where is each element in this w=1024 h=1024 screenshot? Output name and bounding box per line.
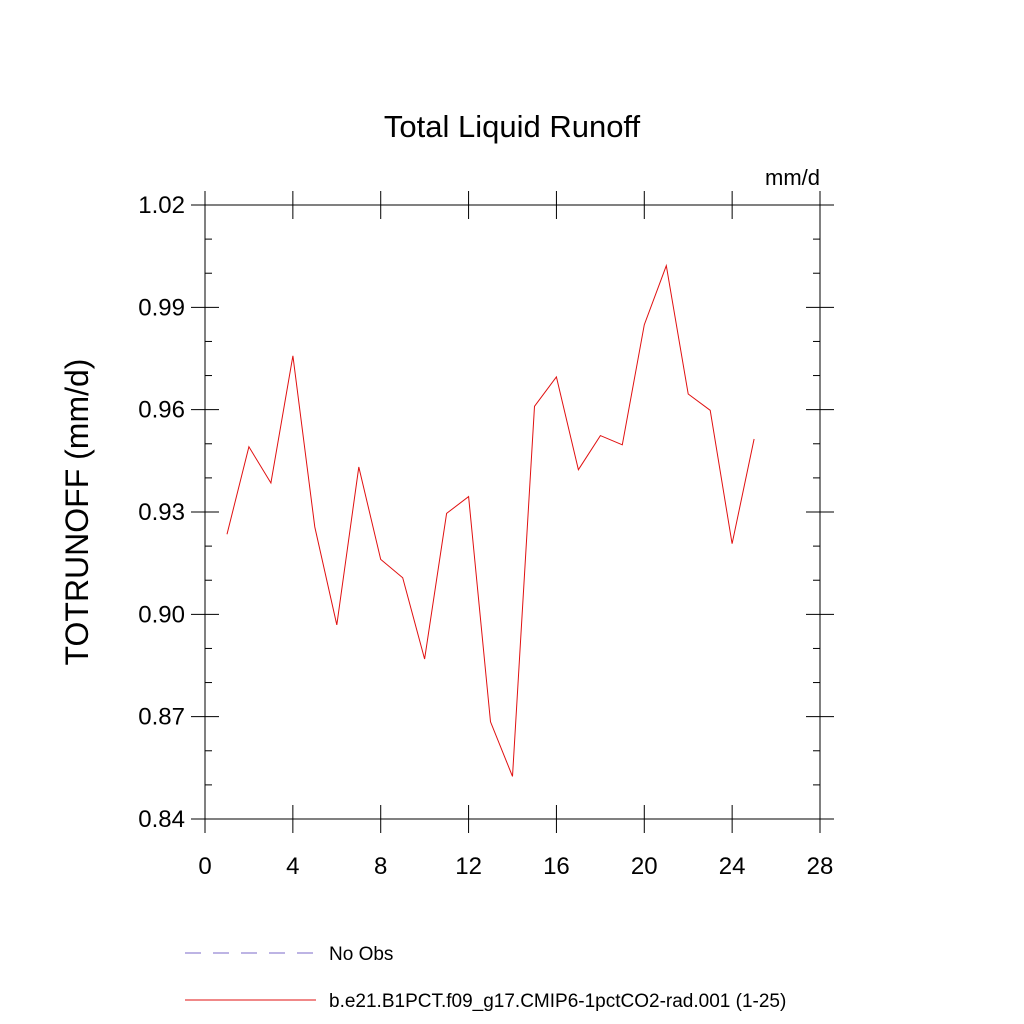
x-tick-labels: 0 4 8 12 16 20 24 28 <box>198 853 833 880</box>
y-axis-label: TOTRUNOFF (mm/d) <box>59 359 95 666</box>
plot-frame <box>204 204 821 820</box>
x-tick-label: 12 <box>455 853 482 880</box>
axis-ticks <box>191 191 834 833</box>
legend: No Obs b.e21.B1PCT.f09_g17.CMIP6-1pctCO2-… <box>185 944 786 1012</box>
y-tick-label: 0.84 <box>138 806 185 833</box>
x-tick-label: 16 <box>543 853 570 880</box>
y-tick-label: 0.90 <box>138 601 185 628</box>
y-tick-label: 0.87 <box>138 704 185 731</box>
y-tick-labels: 0.84 0.87 0.90 0.93 0.96 0.99 1.02 <box>138 192 185 833</box>
x-tick-label: 24 <box>719 853 746 880</box>
y-tick-label: 0.99 <box>138 294 185 321</box>
x-tick-label: 20 <box>631 853 658 880</box>
legend-entry: b.e21.B1PCT.f09_g17.CMIP6-1pctCO2-rad.00… <box>329 991 786 1012</box>
series-line <box>226 263 755 777</box>
units-label: mm/d <box>765 165 820 190</box>
legend-entry: No Obs <box>329 944 393 965</box>
data-series <box>226 263 755 777</box>
y-tick-label: 0.93 <box>138 499 185 526</box>
chart-title: Total Liquid Runoff <box>384 109 641 144</box>
x-tick-label: 0 <box>198 853 211 880</box>
y-tick-label: 0.96 <box>138 397 185 424</box>
x-tick-label: 8 <box>374 853 387 880</box>
y-tick-label: 1.02 <box>138 192 185 219</box>
x-tick-label: 28 <box>807 853 834 880</box>
x-tick-label: 4 <box>286 853 299 880</box>
